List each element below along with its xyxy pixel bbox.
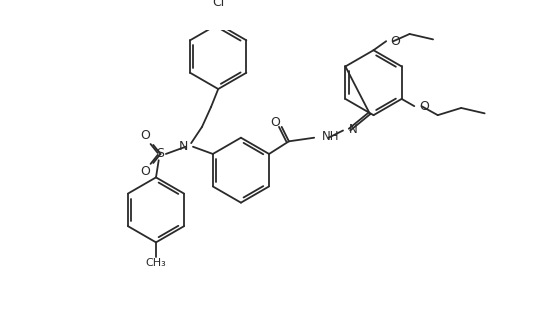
Text: CH₃: CH₃ [146,258,166,268]
Text: O: O [140,166,150,179]
Text: N: N [348,123,357,136]
Text: O: O [140,129,150,142]
Text: NH: NH [322,130,339,143]
Text: O: O [419,100,429,113]
Text: N: N [179,140,189,153]
Text: O: O [271,116,280,129]
Text: O: O [391,35,400,48]
Text: Cl: Cl [212,0,225,9]
Text: S: S [157,148,165,161]
